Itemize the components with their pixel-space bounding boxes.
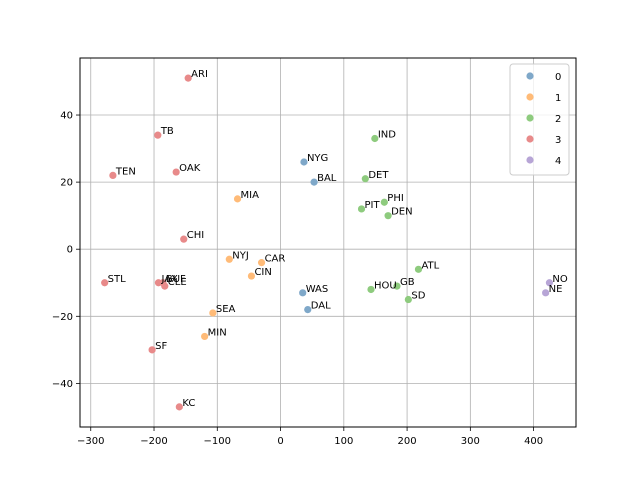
point-bal bbox=[310, 178, 318, 186]
point-label-no: NO bbox=[552, 274, 567, 285]
legend: 0 1 2 3 4 bbox=[509, 63, 570, 176]
grid bbox=[80, 58, 576, 427]
point-oak bbox=[172, 168, 180, 176]
point-label-ari: ARI bbox=[191, 69, 208, 80]
point-label-dal: DAL bbox=[311, 301, 331, 312]
x-tick-label: 0 bbox=[277, 436, 283, 447]
legend-label-3: 3 bbox=[555, 135, 561, 146]
point-label-den: DEN bbox=[391, 207, 413, 218]
point-label-bal: BAL bbox=[317, 173, 337, 184]
point-sd bbox=[404, 295, 412, 304]
point-was bbox=[299, 289, 307, 297]
x-tick-label: 200 bbox=[398, 436, 417, 447]
legend-label-1: 1 bbox=[555, 93, 561, 104]
point-label-sd: SD bbox=[411, 291, 425, 302]
point-kc bbox=[175, 403, 183, 411]
point-min bbox=[201, 332, 209, 341]
point-stl bbox=[101, 279, 109, 287]
point-label-sf: SF bbox=[155, 341, 167, 352]
point-label-nyg: NYG bbox=[307, 153, 328, 164]
point-label-gb: GB bbox=[400, 277, 415, 288]
point-car bbox=[257, 259, 266, 267]
point-hou bbox=[367, 285, 375, 294]
point-phi bbox=[380, 198, 388, 206]
legend-marker-0 bbox=[526, 72, 534, 80]
point-labels: NYG BAL WAS DAL MIA NYJ CAR CIN SEA MIN IND DET PHI P… bbox=[108, 69, 568, 409]
legend-marker-2 bbox=[526, 114, 534, 122]
point-label-hou: HOU bbox=[374, 280, 397, 291]
legend-marker-3 bbox=[526, 135, 534, 143]
point-label-tb: TB bbox=[160, 126, 174, 137]
y-tick-label: −40 bbox=[52, 379, 73, 390]
x-tick-label: 100 bbox=[334, 436, 353, 447]
y-tick-label: −20 bbox=[52, 312, 73, 323]
point-label-cle: CLE bbox=[168, 277, 187, 288]
point-det bbox=[361, 175, 369, 183]
point-chi bbox=[180, 235, 188, 243]
point-label-buf: BUF bbox=[166, 274, 186, 285]
point-ari bbox=[184, 74, 192, 82]
point-mia bbox=[233, 195, 242, 203]
point-label-stl: STL bbox=[108, 274, 126, 285]
y-tick-label: 20 bbox=[60, 178, 73, 189]
point-label-cin: CIN bbox=[254, 267, 271, 278]
point-label-det: DET bbox=[368, 170, 389, 181]
point-ten bbox=[109, 171, 117, 180]
point-label-oak: OAK bbox=[179, 163, 201, 174]
x-tick-label: 300 bbox=[461, 436, 480, 447]
point-label-ind: IND bbox=[378, 130, 396, 141]
x-tick-label: −300 bbox=[77, 436, 104, 447]
legend-label-0: 0 bbox=[555, 72, 561, 83]
point-no bbox=[545, 279, 554, 287]
point-label-phi: PHI bbox=[387, 193, 404, 204]
point-den bbox=[384, 212, 392, 220]
point-dal bbox=[304, 305, 312, 314]
point-label-ne: NE bbox=[549, 284, 563, 295]
plot-area-frame bbox=[79, 57, 577, 428]
point-ind bbox=[371, 134, 379, 143]
point-ne bbox=[542, 289, 550, 297]
point-label-nyj: NYJ bbox=[232, 250, 249, 261]
legend-marker-1 bbox=[526, 93, 534, 101]
point-label-pit: PIT bbox=[365, 200, 381, 211]
point-label-atl: ATL bbox=[421, 260, 439, 271]
point-tb bbox=[154, 131, 162, 139]
legend-box bbox=[509, 63, 570, 176]
legend-marker-4 bbox=[526, 156, 534, 164]
point-cle bbox=[161, 282, 169, 290]
y-tick-label: 40 bbox=[60, 111, 73, 122]
point-label-mia: MIA bbox=[241, 190, 260, 201]
point-nyj bbox=[225, 255, 233, 263]
point-sf bbox=[148, 346, 156, 354]
point-label-kc: KC bbox=[182, 398, 195, 409]
point-nyg bbox=[300, 158, 308, 166]
x-tick-label: 400 bbox=[524, 436, 543, 447]
point-gb bbox=[393, 282, 401, 290]
point-cin bbox=[247, 272, 256, 280]
x-tick-label: −100 bbox=[204, 436, 231, 447]
point-label-min: MIN bbox=[208, 327, 227, 338]
point-label-was: WAS bbox=[306, 284, 329, 295]
point-label-jax: JAX bbox=[160, 274, 178, 285]
data-points bbox=[101, 74, 554, 411]
point-label-sea: SEA bbox=[216, 304, 236, 315]
point-pit bbox=[357, 205, 366, 213]
point-sea bbox=[209, 309, 217, 317]
legend-label-2: 2 bbox=[555, 114, 561, 125]
legend-label-4: 4 bbox=[555, 156, 561, 167]
x-tick-label: −200 bbox=[140, 436, 167, 447]
point-label-ten: TEN bbox=[115, 166, 136, 177]
point-atl bbox=[414, 265, 423, 273]
point-label-car: CAR bbox=[265, 254, 286, 265]
point-label-chi: CHI bbox=[187, 230, 204, 241]
y-tick-label: 0 bbox=[67, 245, 73, 256]
